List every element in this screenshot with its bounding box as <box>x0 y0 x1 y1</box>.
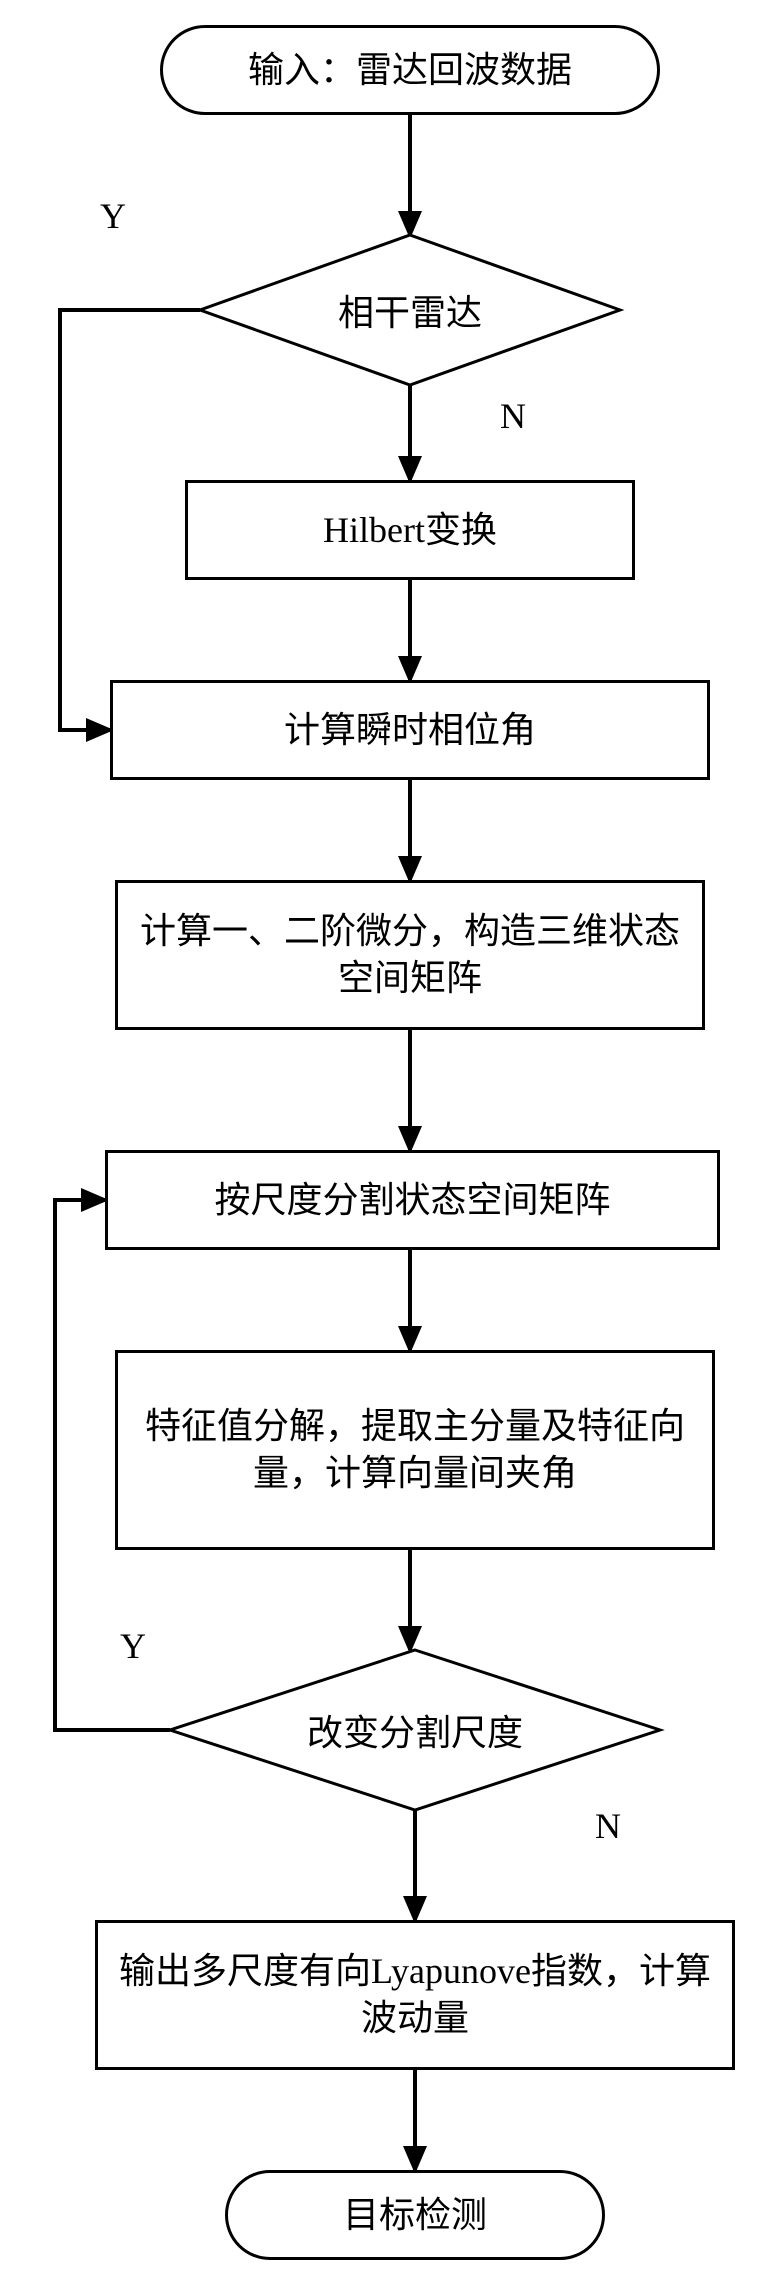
dec1-y-label: Y <box>100 195 126 237</box>
flowchart-container: 输入：雷达回波数据 相干雷达 Hilbert变换 计算瞬时相位角 计算一、二阶微… <box>0 0 774 2278</box>
start-node: 输入：雷达回波数据 <box>160 25 660 115</box>
lyapunov-text: 输出多尺度有向Lyapunove指数，计算波动量 <box>106 1948 724 2042</box>
start-text: 输入：雷达回波数据 <box>248 47 572 94</box>
decision-1-text-wrap: 相干雷达 <box>300 288 520 332</box>
decision-2-text: 改变分割尺度 <box>307 1704 523 1756</box>
decision-1-text: 相干雷达 <box>338 284 482 336</box>
dec1-n-label: N <box>500 395 526 437</box>
dec2-y-label: Y <box>120 1625 146 1667</box>
decision-2-text-wrap: 改变分割尺度 <box>280 1708 550 1752</box>
end-node: 目标检测 <box>225 2170 605 2260</box>
phase-angle-node: 计算瞬时相位角 <box>110 680 710 780</box>
eigen-node: 特征值分解，提取主分量及特征向量，计算向量间夹角 <box>115 1350 715 1550</box>
scale-split-node: 按尺度分割状态空间矩阵 <box>105 1150 720 1250</box>
diff-matrix-node: 计算一、二阶微分，构造三维状态空间矩阵 <box>115 880 705 1030</box>
hilbert-text: Hilbert变换 <box>323 507 497 554</box>
dec2-n-label: N <box>595 1805 621 1847</box>
end-text: 目标检测 <box>343 2192 487 2239</box>
scale-split-text: 按尺度分割状态空间矩阵 <box>214 1177 610 1224</box>
edge-dec1-Y-to-p2 <box>60 310 200 730</box>
phase-angle-text: 计算瞬时相位角 <box>284 707 536 754</box>
hilbert-node: Hilbert变换 <box>185 480 635 580</box>
diff-matrix-text: 计算一、二阶微分，构造三维状态空间矩阵 <box>126 908 694 1002</box>
eigen-text: 特征值分解，提取主分量及特征向量，计算向量间夹角 <box>126 1403 704 1497</box>
lyapunov-node: 输出多尺度有向Lyapunove指数，计算波动量 <box>95 1920 735 2070</box>
